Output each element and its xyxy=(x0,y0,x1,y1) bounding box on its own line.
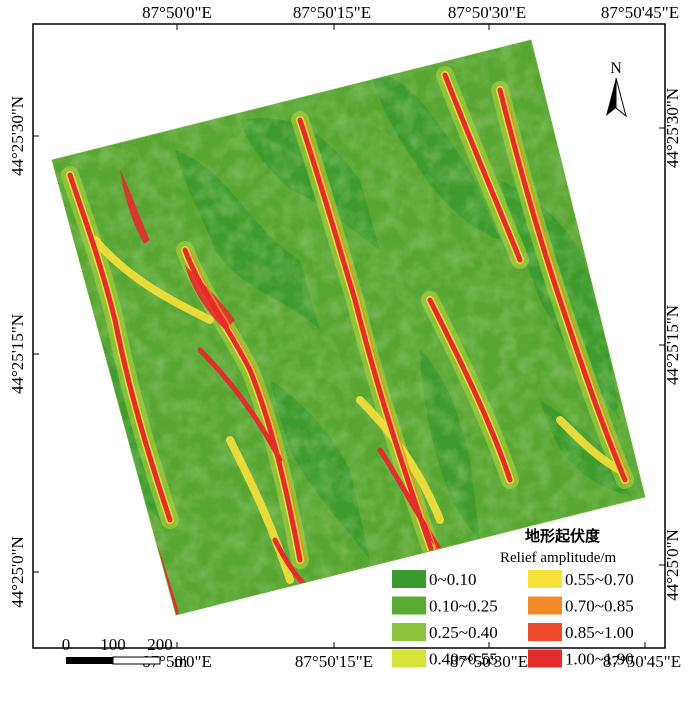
legend-label-1: 0~0.10 xyxy=(429,570,476,589)
left-lat-label-2: 44°25'15"N xyxy=(8,314,27,394)
graticule-ticks xyxy=(33,24,665,648)
legend-label-8: 1.00~1.90 xyxy=(565,650,634,669)
bottom-lon-label-3: 87°50'30"E xyxy=(450,652,528,671)
north-label: N xyxy=(610,60,622,77)
legend-title-cn: 地形起伏度 xyxy=(525,527,601,545)
legend-label-2: 0.10~0.25 xyxy=(429,597,498,616)
bottom-lon-label-4: 87°50'45"E xyxy=(603,652,681,671)
top-lon-label-3: 87°50'30"E xyxy=(448,3,526,22)
legend-label-4: 0.40~0.55 xyxy=(429,650,498,669)
legend-title-en: Relief amplitude/m xyxy=(500,550,617,566)
top-lon-label-1: 87°50'0"E xyxy=(142,3,212,22)
right-lat-label-2: 44°25'15"N xyxy=(663,305,682,385)
legend-swatch-7 xyxy=(528,623,562,641)
scale-tick-200: 200 xyxy=(147,635,173,654)
scale-tick-0: 0 xyxy=(62,635,71,654)
legend-swatch-2 xyxy=(392,596,426,615)
top-lon-label-4: 87°50'45"E xyxy=(601,3,679,22)
top-lon-label-2: 87°50'15"E xyxy=(293,3,371,22)
right-lat-label-1: 44°25'30"N xyxy=(663,88,682,168)
legend-label-6: 0.70~0.85 xyxy=(565,597,634,616)
left-lat-label-3: 44°25'0"N xyxy=(8,536,27,608)
scale-bar: 0 100 200 m xyxy=(62,635,187,671)
legend-swatch-5 xyxy=(528,570,562,588)
bottom-lon-label-2: 87°50'15"E xyxy=(295,652,373,671)
map-frame xyxy=(32,23,666,649)
north-arrow: N xyxy=(606,60,627,118)
legend-swatch-1 xyxy=(392,570,426,588)
scale-segment-light xyxy=(112,656,161,665)
left-lat-label-1: 44°25'30"N xyxy=(8,96,27,176)
scale-tick-100: 100 xyxy=(100,635,126,654)
legend-label-7: 0.85~1.00 xyxy=(565,623,634,642)
scale-segment-dark xyxy=(66,657,113,664)
scale-unit: m xyxy=(174,652,187,671)
legend-label-5: 0.55~0.70 xyxy=(565,570,634,589)
right-lat-label-3: 44°25'0"N xyxy=(663,529,682,601)
north-arrow-icon xyxy=(606,77,627,118)
legend-swatch-4 xyxy=(392,649,426,668)
legend-swatch-6 xyxy=(528,596,562,615)
legend: 地形起伏度 Relief amplitude/m 0~0.10 0.10~0.25… xyxy=(392,527,634,669)
legend-label-3: 0.25~0.40 xyxy=(429,623,498,642)
relief-raster xyxy=(52,40,645,615)
legend-swatch-8 xyxy=(528,649,562,668)
legend-swatch-3 xyxy=(392,623,426,641)
